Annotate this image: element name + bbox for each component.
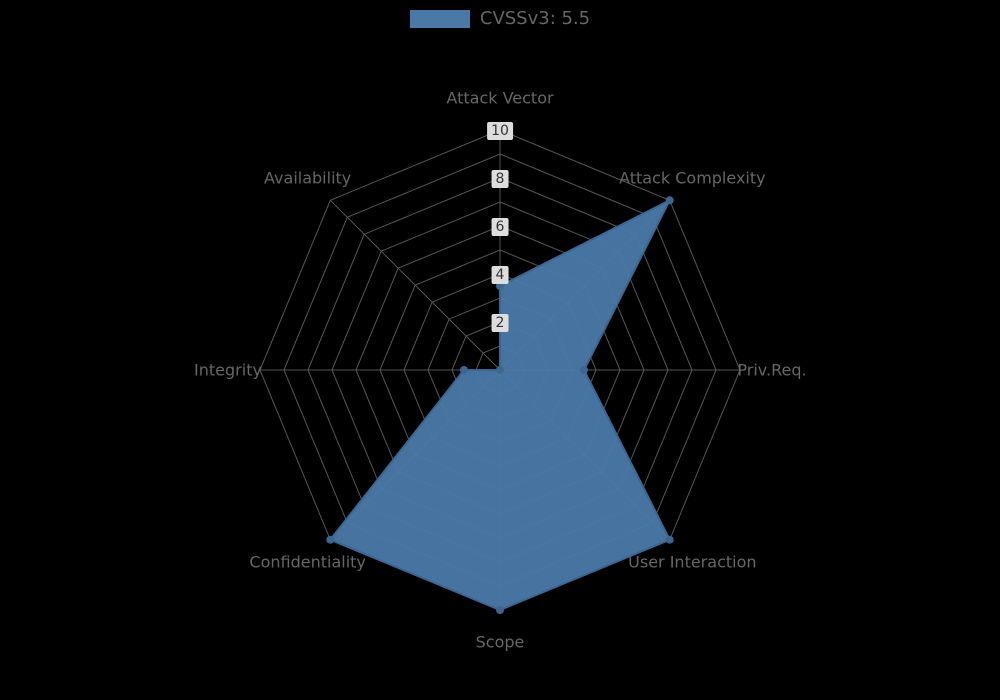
legend-swatch [410,10,470,28]
legend: CVSSv3: 5.5 [0,8,1000,29]
tick-label: 2 [492,312,509,332]
axis-label: Integrity [194,361,262,380]
axis-label: Scope [476,633,525,652]
tick-label: 10 [487,120,513,140]
legend-label: CVSSv3: 5.5 [480,8,590,29]
axis-label: User Interaction [628,553,756,572]
tick-label: 6 [492,216,509,236]
axis-label: Attack Complexity [619,168,766,187]
tick-label: 4 [492,264,509,284]
tick-label: 8 [492,168,509,188]
axis-label: Priv.Req. [737,361,806,380]
axis-label: Confidentiality [249,553,365,572]
radar-chart-container: CVSSv3: 5.5 Attack Vector Attack Complexi… [0,0,1000,700]
axis-label: Availability [264,168,351,187]
axis-label: Attack Vector [446,89,553,108]
